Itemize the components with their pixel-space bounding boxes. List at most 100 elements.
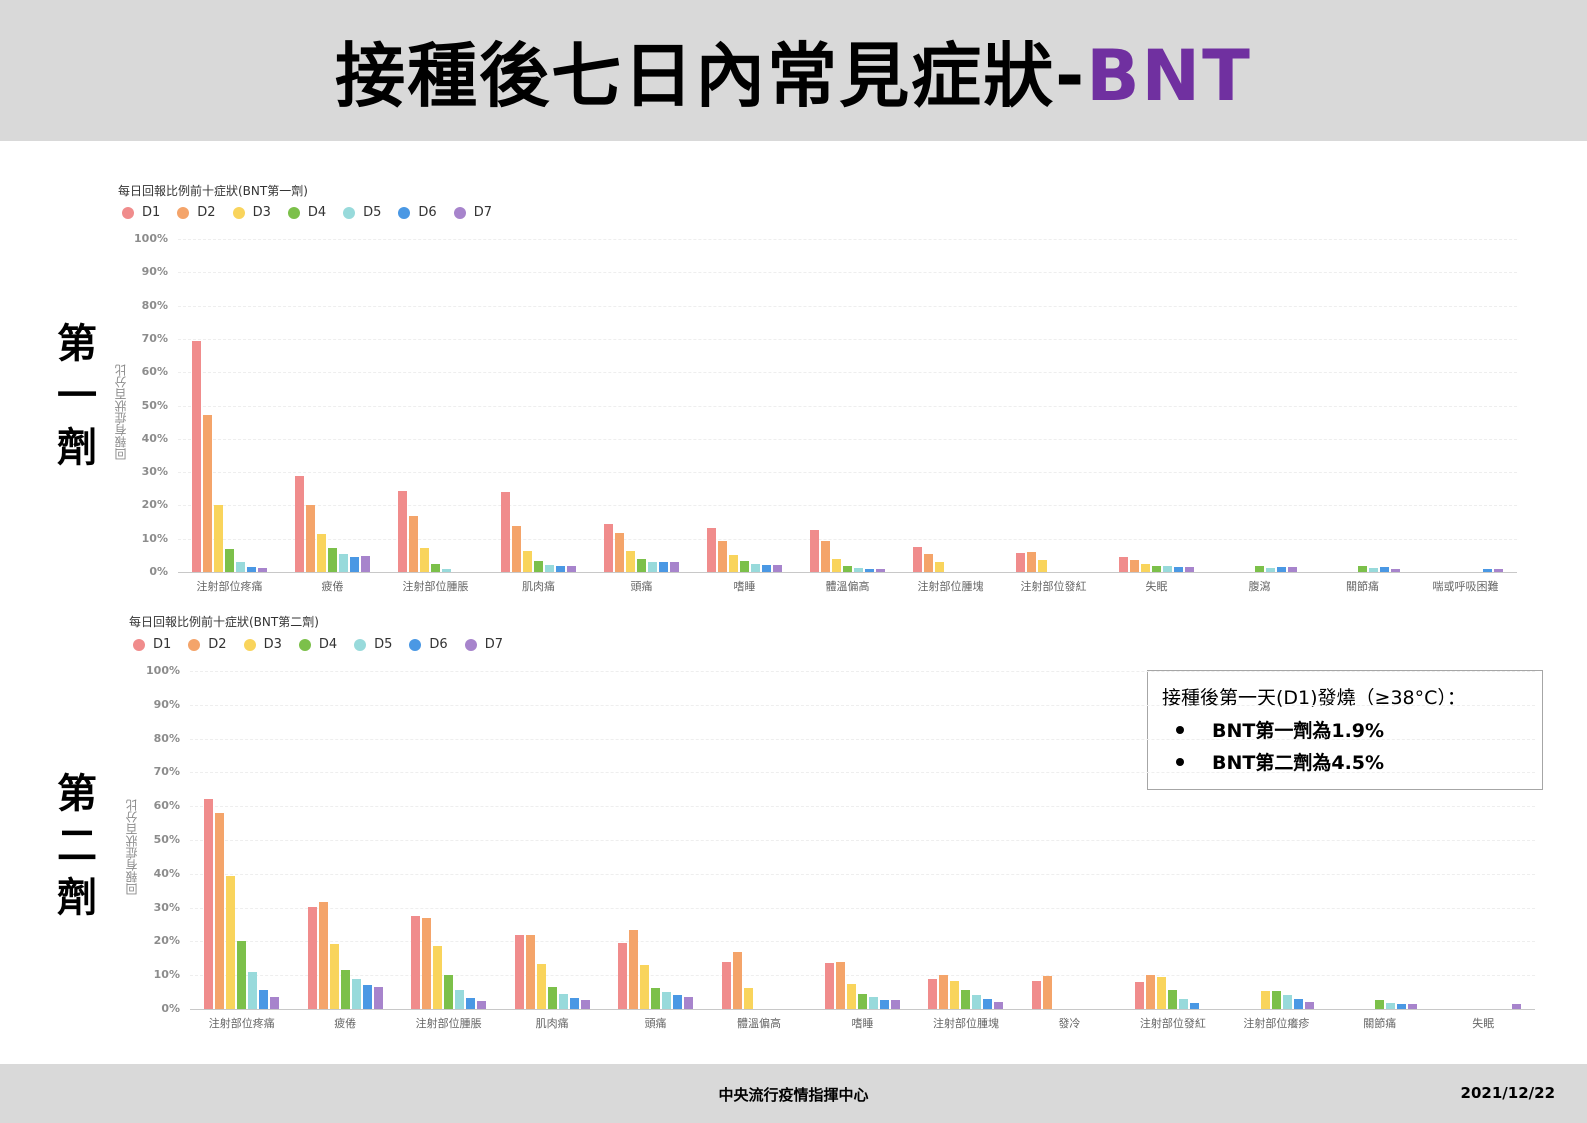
bar[interactable] — [961, 990, 971, 1009]
bar[interactable] — [913, 547, 922, 572]
bar[interactable] — [972, 995, 982, 1009]
bar[interactable] — [547, 987, 557, 1009]
bar[interactable] — [204, 799, 214, 1009]
bar[interactable] — [1179, 998, 1189, 1009]
bar[interactable] — [1288, 567, 1297, 572]
bar[interactable] — [362, 985, 372, 1009]
legend-item[interactable]: D4 — [287, 205, 326, 220]
bar[interactable] — [640, 965, 650, 1009]
bar[interactable] — [477, 1000, 487, 1009]
bar[interactable] — [939, 974, 949, 1009]
bar[interactable] — [858, 994, 867, 1009]
bar[interactable] — [1386, 1002, 1396, 1009]
bar[interactable] — [1027, 552, 1036, 572]
bar[interactable] — [1282, 995, 1292, 1009]
bar[interactable] — [847, 983, 856, 1009]
bar[interactable] — [1174, 567, 1183, 572]
legend-item[interactable]: D1 — [122, 205, 160, 220]
bar[interactable] — [762, 565, 771, 572]
bar[interactable] — [420, 548, 429, 572]
bar[interactable] — [832, 559, 841, 572]
bar[interactable] — [536, 964, 546, 1009]
legend-item[interactable]: D5 — [354, 637, 392, 652]
bar[interactable] — [258, 568, 267, 572]
bar[interactable] — [328, 548, 337, 572]
legend-item[interactable]: D6 — [398, 205, 437, 220]
bar[interactable] — [317, 534, 326, 572]
bar[interactable] — [534, 561, 543, 572]
bar[interactable] — [1255, 566, 1264, 572]
bar[interactable] — [1031, 980, 1041, 1009]
bar[interactable] — [1483, 569, 1492, 572]
bar[interactable] — [1185, 567, 1194, 572]
bar[interactable] — [318, 901, 328, 1009]
bar[interactable] — [247, 567, 256, 572]
legend-item[interactable]: D3 — [243, 637, 282, 652]
bar[interactable] — [350, 557, 359, 572]
bar[interactable] — [751, 564, 760, 572]
bar[interactable] — [307, 906, 317, 1009]
bar[interactable] — [1130, 560, 1139, 572]
bar[interactable] — [1266, 568, 1275, 572]
bar[interactable] — [1369, 568, 1378, 572]
bar[interactable] — [226, 876, 236, 1009]
bar[interactable] — [1271, 991, 1281, 1009]
bar[interactable] — [935, 562, 944, 572]
bar[interactable] — [659, 562, 668, 572]
bar[interactable] — [825, 963, 834, 1009]
bar[interactable] — [203, 415, 212, 572]
bar[interactable] — [1293, 998, 1303, 1009]
bar[interactable] — [880, 999, 889, 1009]
bar[interactable] — [259, 990, 269, 1009]
bar[interactable] — [732, 951, 742, 1009]
bar[interactable] — [411, 916, 421, 1009]
bar[interactable] — [1375, 999, 1385, 1009]
bar[interactable] — [821, 541, 830, 572]
bar[interactable] — [214, 505, 223, 572]
bar[interactable] — [836, 962, 845, 1009]
bar[interactable] — [567, 566, 576, 572]
bar[interactable] — [1157, 976, 1167, 1009]
bar[interactable] — [810, 530, 819, 572]
legend-item[interactable]: D5 — [343, 205, 381, 220]
bar[interactable] — [729, 555, 738, 572]
bar[interactable] — [373, 987, 383, 1009]
bar[interactable] — [637, 559, 646, 572]
bar[interactable] — [1146, 974, 1156, 1009]
bar[interactable] — [306, 505, 315, 572]
bar[interactable] — [615, 533, 624, 572]
legend-item[interactable]: D2 — [177, 205, 216, 220]
bar[interactable] — [545, 565, 554, 572]
bar[interactable] — [340, 970, 350, 1009]
bar[interactable] — [773, 565, 782, 572]
legend-item[interactable]: D6 — [409, 637, 448, 652]
bar[interactable] — [1042, 975, 1052, 1009]
bar[interactable] — [455, 990, 465, 1009]
legend-item[interactable]: D3 — [232, 205, 271, 220]
bar[interactable] — [501, 492, 510, 572]
bar[interactable] — [928, 978, 938, 1009]
legend-item[interactable]: D4 — [298, 637, 337, 652]
bar[interactable] — [1304, 1001, 1314, 1009]
bar[interactable] — [707, 528, 716, 572]
bar[interactable] — [865, 569, 874, 572]
bar[interactable] — [1016, 553, 1025, 572]
bar[interactable] — [248, 972, 258, 1009]
bar[interactable] — [950, 980, 960, 1009]
bar[interactable] — [740, 561, 749, 572]
bar[interactable] — [662, 992, 672, 1009]
bar[interactable] — [339, 554, 348, 572]
bar[interactable] — [433, 946, 443, 1009]
legend-item[interactable]: D7 — [453, 205, 492, 220]
bar[interactable] — [431, 564, 440, 572]
bar[interactable] — [512, 526, 521, 572]
legend-item[interactable]: D2 — [188, 637, 227, 652]
bar[interactable] — [237, 941, 247, 1009]
bar[interactable] — [876, 569, 885, 572]
bar[interactable] — [556, 566, 565, 572]
bar[interactable] — [523, 551, 532, 572]
bar[interactable] — [1119, 557, 1128, 572]
bar[interactable] — [843, 566, 852, 572]
legend-item[interactable]: D7 — [464, 637, 503, 652]
bar[interactable] — [422, 918, 432, 1009]
